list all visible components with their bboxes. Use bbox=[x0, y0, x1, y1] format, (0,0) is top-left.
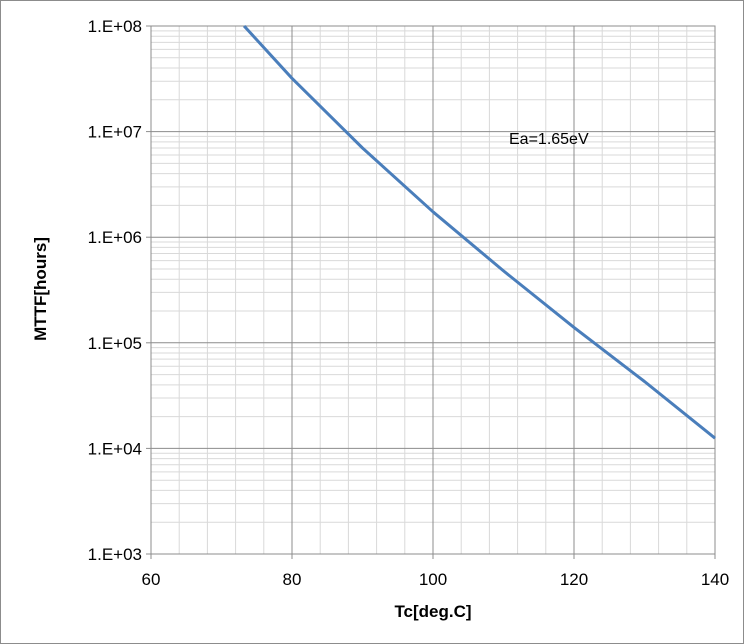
x-axis-ticks: 60 80 100 120 140 bbox=[142, 554, 729, 589]
x-axis-title: Tc[deg.C] bbox=[394, 602, 471, 621]
annotation-ea: Ea=1.65eV bbox=[509, 131, 589, 148]
x-tick-label: 100 bbox=[419, 570, 447, 589]
x-tick-label: 80 bbox=[283, 570, 302, 589]
y-axis-title: MTTF[hours] bbox=[31, 237, 50, 341]
y-axis-ticks: 1.E+03 1.E+04 1.E+05 1.E+06 1.E+07 1.E+08 bbox=[88, 17, 151, 564]
y-tick-label: 1.E+05 bbox=[88, 334, 142, 353]
minor-gridlines-x bbox=[178, 26, 688, 554]
x-tick-label: 140 bbox=[701, 570, 729, 589]
series-line-mttf bbox=[242, 24, 716, 440]
y-tick-label: 1.E+04 bbox=[88, 439, 142, 458]
y-tick-label: 1.E+06 bbox=[88, 228, 142, 247]
series-layer bbox=[242, 24, 716, 440]
y-tick-label: 1.E+08 bbox=[88, 17, 142, 36]
y-tick-label: 1.E+07 bbox=[88, 123, 142, 142]
x-tick-label: 120 bbox=[560, 570, 588, 589]
y-tick-label: 1.E+03 bbox=[88, 545, 142, 564]
x-tick-label: 60 bbox=[142, 570, 161, 589]
